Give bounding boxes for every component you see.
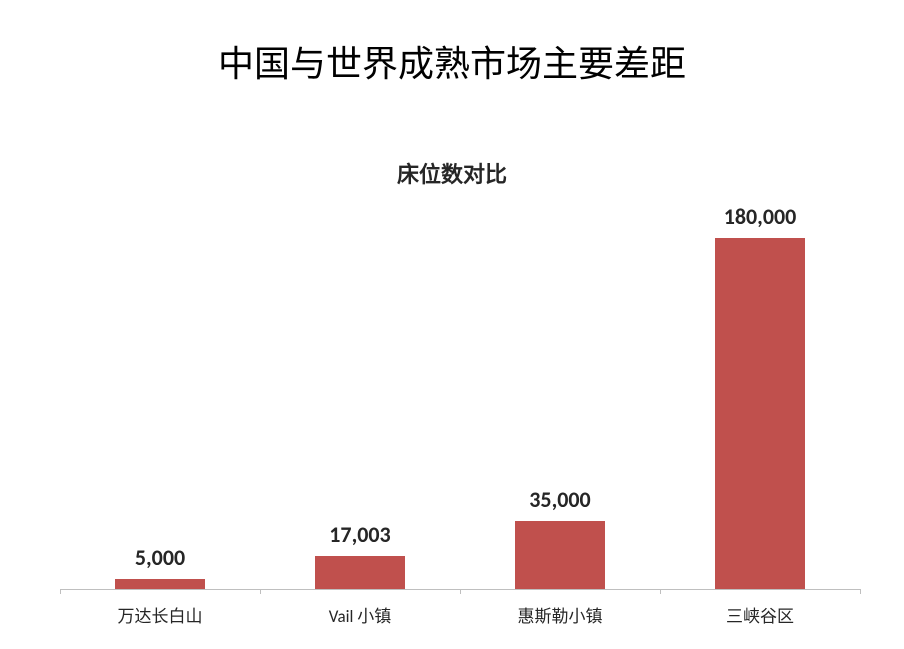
bar-value-label: 35,000 bbox=[460, 486, 660, 513]
bar-value-label: 5,000 bbox=[60, 544, 260, 571]
bar-value-label: 180,000 bbox=[660, 203, 860, 230]
axis-tick bbox=[660, 589, 661, 594]
bar bbox=[715, 238, 805, 589]
x-axis-label: 惠斯勒小镇 bbox=[460, 602, 660, 627]
chart-area: 5,000万达长白山17,003Vail 小镇35,000惠斯勒小镇180,00… bbox=[60, 200, 860, 590]
bar bbox=[115, 579, 205, 589]
bar-value-label: 17,003 bbox=[260, 521, 460, 548]
chart-title: 床位数对比 bbox=[0, 157, 904, 189]
bar bbox=[515, 521, 605, 589]
x-axis-label: 三峡谷区 bbox=[660, 602, 860, 627]
x-axis-label: 万达长白山 bbox=[60, 602, 260, 627]
plot-area: 5,000万达长白山17,003Vail 小镇35,000惠斯勒小镇180,00… bbox=[60, 200, 860, 590]
x-axis-label: Vail 小镇 bbox=[260, 602, 460, 627]
axis-tick bbox=[60, 589, 61, 594]
bar bbox=[315, 556, 405, 589]
axis-tick bbox=[260, 589, 261, 594]
axis-tick bbox=[860, 589, 861, 594]
main-title: 中国与世界成熟市场主要差距 bbox=[0, 0, 904, 87]
axis-tick bbox=[460, 589, 461, 594]
